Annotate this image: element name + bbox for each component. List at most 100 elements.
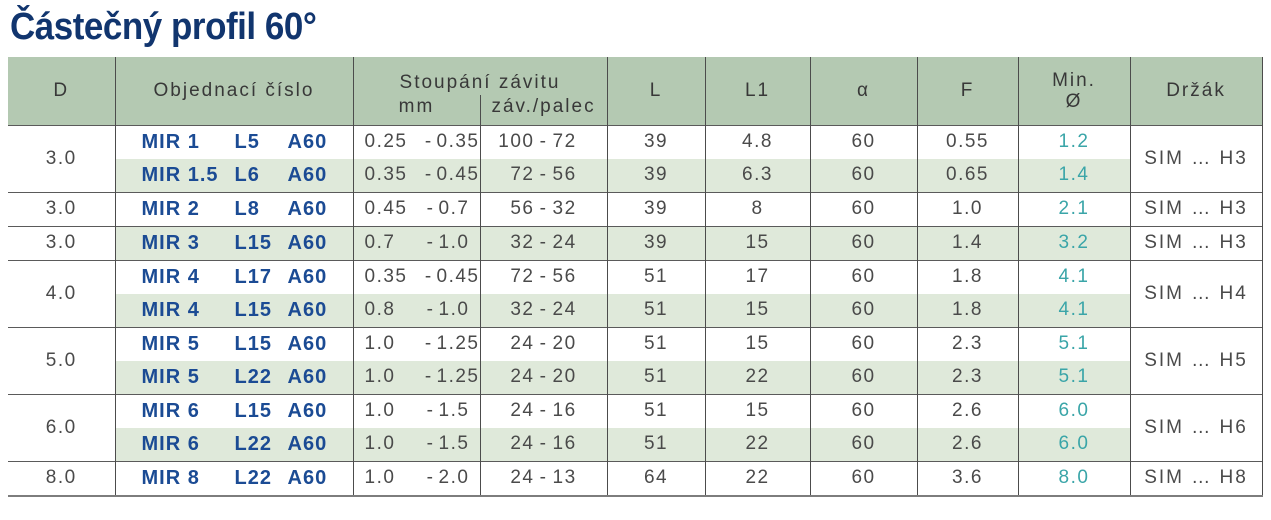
f-cell: 2.6	[916, 427, 1019, 461]
diameter-cell: 3.0	[8, 226, 115, 260]
order-number-cell: MIR 2 L8 A60	[114, 192, 353, 226]
range-dash: -	[424, 164, 433, 185]
product-group: 6.0 MIR 6 L15 A60 1.0-1.5 24-16 51 15 60 2.6 6.0 SI…	[8, 394, 1263, 461]
range-from: 24	[510, 433, 535, 454]
range-to: 0.45	[436, 266, 480, 287]
range-from: 1.0	[364, 366, 396, 387]
table-row: MIR 1.5 L6 A60 0.35-0.45 72-56 39 6.3 60 0.65 1.4	[8, 158, 1262, 192]
range-to: 24	[552, 299, 577, 320]
order-number-part: L15	[234, 332, 272, 355]
pitch-tpi-cell: 56-32	[479, 192, 608, 226]
order-number-part: A60	[287, 197, 328, 220]
holder-cell: SIM … H5	[1129, 327, 1263, 394]
order-number: MIR 6 L22 A60	[116, 433, 353, 456]
pitch-tpi-cell: 72-56	[479, 260, 608, 294]
alpha-cell: 60	[809, 394, 918, 428]
range-to: 13	[552, 467, 577, 488]
range-dash: -	[426, 299, 435, 320]
range-dash: -	[539, 366, 548, 387]
pitch-mm-range: 1.0 -1.25	[354, 333, 480, 355]
table-row: MIR 4 L15 A60 0.8-1.0 32-24 51 15 60 1.8 4.1	[8, 293, 1262, 327]
holder-cell: SIM … H4	[1129, 260, 1263, 327]
range-from: 24	[510, 400, 535, 421]
l-cell: 51	[606, 260, 706, 294]
f-cell: 1.8	[916, 293, 1019, 327]
pitch-mm-range: 1.0 -1.25	[354, 366, 480, 388]
range-to: 32	[552, 198, 577, 219]
range-dash: -	[424, 366, 433, 387]
diameter-cell: 3.0	[8, 125, 115, 192]
order-number-part: A60	[287, 365, 328, 388]
range-to: 16	[552, 400, 577, 421]
product-group: 3.0 MIR 3 L15 A60 0.7-1.0 32-24 39 15 60 1.4 3.2 SI…	[8, 226, 1263, 260]
range-from: 32	[510, 232, 535, 253]
order-number-cell: MIR 1.5 L6 A60	[114, 158, 353, 192]
order-number-cell: MIR 5 L22 A60	[114, 360, 353, 394]
order-number-part: MIR 2	[141, 197, 200, 220]
range-dash: -	[426, 400, 435, 421]
l1-cell: 15	[704, 394, 811, 428]
pitch-mm-cell: 0.7 -1.0	[352, 226, 480, 260]
range-to: 24	[552, 232, 577, 253]
l-cell: 51	[606, 360, 706, 394]
min-diameter-cell: 3.2	[1017, 226, 1131, 260]
pitch-mm-cell: 1.0 -1.5	[352, 427, 480, 461]
range-from: 32	[510, 299, 535, 320]
page-title: Částečný profil 60°	[10, 6, 317, 48]
pitch-tpi-cell: 24-16	[479, 394, 608, 428]
alpha-cell: 60	[809, 260, 918, 294]
min-diameter-cell: 5.1	[1017, 360, 1131, 394]
holder-cell: SIM … H3	[1129, 192, 1263, 226]
alpha-cell: 60	[809, 427, 918, 461]
order-number-cell: MIR 8 L22 A60	[114, 461, 353, 496]
pitch-tpi-cell: 32-24	[479, 293, 608, 327]
range-from: 1.0	[364, 333, 396, 354]
holder-cell: SIM … H3	[1129, 226, 1263, 260]
pitch-tpi-range: 100-72	[481, 131, 607, 153]
l1-cell: 15	[704, 293, 811, 327]
range-to: 16	[552, 433, 577, 454]
l-cell: 39	[606, 125, 706, 159]
pitch-mm-cell: 0.8 -1.0	[352, 293, 480, 327]
l1-cell: 22	[704, 461, 811, 496]
range-to: 72	[552, 131, 577, 152]
l1-cell: 15	[704, 327, 811, 361]
l1-cell: 8	[704, 192, 811, 226]
alpha-cell: 60	[809, 461, 918, 496]
order-number: MIR 3 L15 A60	[116, 232, 353, 255]
order-number-part: L5	[234, 130, 260, 153]
pitch-mm-cell: 1.0 -1.25	[352, 327, 480, 361]
l1-cell: 4.8	[704, 125, 811, 159]
pitch-mm-cell: 1.0 -1.5	[352, 394, 480, 428]
pitch-tpi-range: 72-56	[481, 266, 607, 288]
order-number-part: MIR 4	[141, 298, 200, 321]
order-number-part: MIR 4	[141, 265, 200, 288]
table-row: 5.0 MIR 5 L15 A60 1.0-1.25 24-20 51 15 60 2.3 5.1 S…	[8, 327, 1263, 394]
range-dash: -	[539, 164, 548, 185]
header-min-diameter: Min. Ø	[1017, 57, 1131, 125]
order-number-part: L6	[234, 163, 260, 186]
min-diameter-cell: 4.1	[1017, 293, 1131, 327]
range-dash: -	[424, 333, 433, 354]
pitch-mm-range: 0.35-0.45	[354, 164, 480, 186]
range-to: 0.35	[436, 131, 480, 152]
table-header: D Objednací číslo Stoupání závitu L L1 α…	[8, 57, 1263, 125]
l1-cell: 22	[704, 427, 811, 461]
range-to: 1.5	[438, 400, 470, 421]
pitch-tpi-range: 72-56	[481, 164, 607, 186]
range-dash: -	[426, 198, 435, 219]
order-number: MIR 1 L5 A60	[116, 131, 353, 154]
order-number: MIR 8 L22 A60	[116, 467, 353, 490]
header-diameter: D	[8, 57, 115, 125]
order-number-part: L15	[234, 399, 272, 422]
pitch-mm-cell: 0.25-0.35	[352, 125, 480, 159]
pitch-tpi-cell: 24-20	[479, 327, 608, 361]
range-from: 0.35	[364, 266, 408, 287]
order-number-part: L15	[234, 231, 272, 254]
pitch-tpi-cell: 24-16	[479, 427, 608, 461]
header-pitch-mm: mm	[352, 95, 480, 125]
range-from: 56	[510, 198, 535, 219]
order-number-cell: MIR 5 L15 A60	[114, 327, 353, 361]
order-number-cell: MIR 6 L15 A60	[114, 394, 353, 428]
range-dash: -	[539, 266, 548, 287]
